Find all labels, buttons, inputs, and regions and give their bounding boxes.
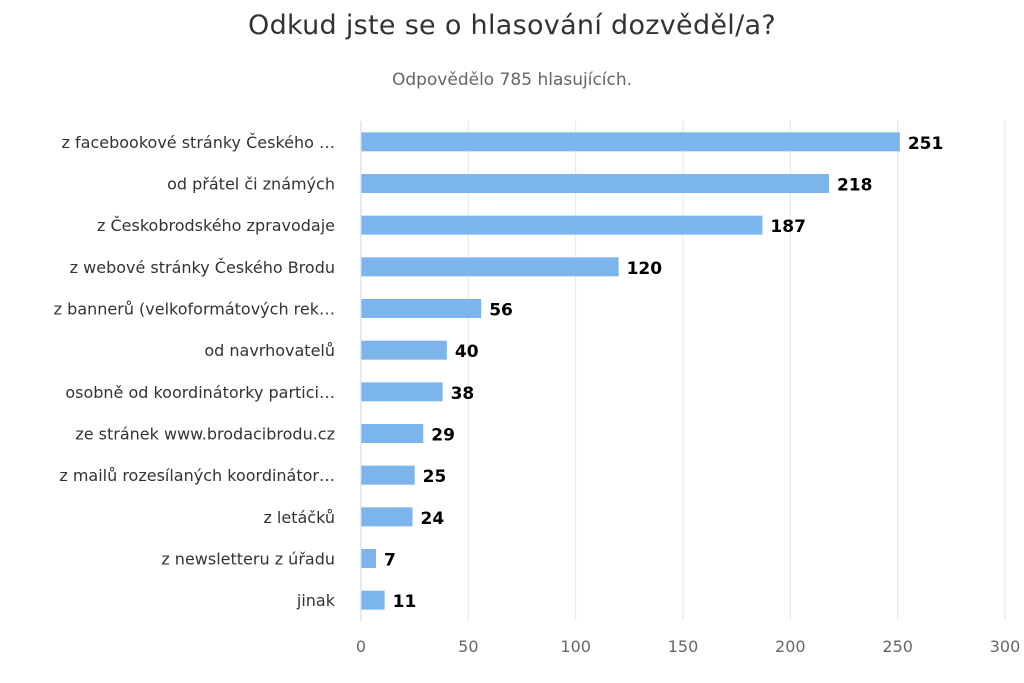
category-label: z bannerů (velkoformátových rek… — [54, 300, 335, 319]
category-label: z mailů rozesílaných koordinátor… — [59, 466, 335, 485]
data-label: 25 — [423, 467, 447, 487]
bar — [361, 132, 900, 152]
x-tick-label-300: 300 — [990, 637, 1021, 656]
bar — [361, 382, 443, 402]
x-tick-label-50: 50 — [458, 637, 478, 656]
category-label: z letáčků — [263, 508, 335, 527]
bar — [361, 174, 829, 193]
bar — [361, 215, 763, 235]
bar — [361, 257, 619, 277]
data-label: 11 — [393, 592, 417, 612]
bar — [361, 549, 377, 568]
data-label: 24 — [421, 509, 445, 529]
category-label: jinak — [296, 591, 336, 610]
category-label: od navrhovatelů — [204, 341, 335, 360]
bar — [361, 590, 385, 610]
category-label: osobně od koordinátorky partici… — [65, 383, 335, 402]
bar — [361, 299, 482, 318]
x-tick-label-100: 100 — [560, 637, 591, 656]
bar — [361, 507, 413, 527]
bar — [361, 424, 424, 443]
category-label: z webové stránky Českého Brodu — [70, 258, 335, 277]
data-label: 29 — [431, 426, 455, 446]
x-tick-label-200: 200 — [775, 637, 806, 656]
data-label: 218 — [837, 176, 873, 196]
category-label: z newsletteru z úřadu — [161, 550, 335, 569]
data-label: 7 — [384, 551, 396, 571]
x-tick-label-250: 250 — [882, 637, 913, 656]
data-label: 56 — [489, 301, 513, 321]
chart-subtitle: Odpovědělo 785 hlasujících. — [391, 70, 633, 90]
x-tick-label-150: 150 — [668, 637, 699, 656]
data-label: 40 — [455, 342, 479, 362]
bar — [361, 340, 447, 360]
data-label: 187 — [770, 217, 806, 237]
chart-title: Odkud jste se o hlasování dozvěděl/a? — [248, 10, 776, 41]
category-label: od přátel či známých — [167, 175, 335, 194]
bar — [361, 465, 415, 485]
category-label: z Českobrodského zpravodaje — [97, 216, 335, 235]
category-label: z facebookové stránky Českého … — [62, 133, 335, 152]
x-tick-label-0: 0 — [356, 637, 366, 656]
data-label: 251 — [908, 134, 944, 154]
category-label: ze stránek www.brodacibrodu.cz — [75, 425, 335, 444]
data-label: 120 — [627, 259, 663, 279]
data-label: 38 — [451, 384, 475, 404]
